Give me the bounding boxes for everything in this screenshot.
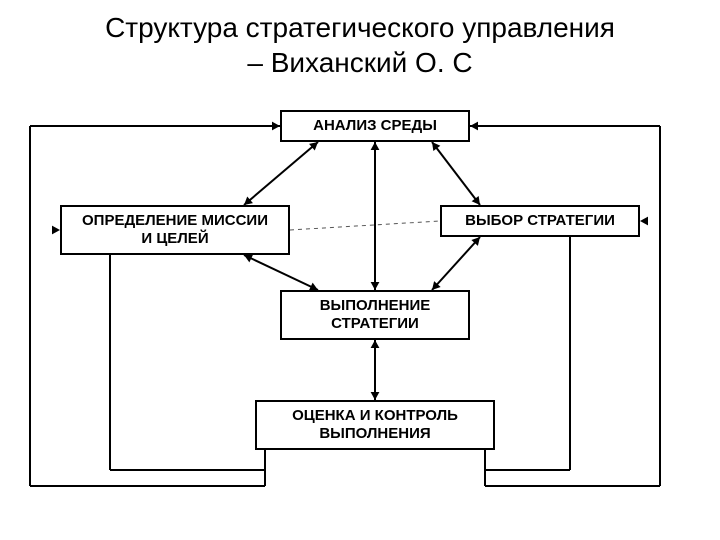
diagram-edges	[0, 0, 720, 540]
node-analysis: АНАЛИЗ СРЕДЫ	[280, 110, 470, 142]
node-control: ОЦЕНКА И КОНТРОЛЬВЫПОЛНЕНИЯ	[255, 400, 495, 450]
title-line1: Структура стратегического управления	[105, 12, 615, 43]
node-mission: ОПРЕДЕЛЕНИЕ МИССИИИ ЦЕЛЕЙ	[60, 205, 290, 255]
page-title: Структура стратегического управления – В…	[0, 10, 720, 80]
page: Структура стратегического управления – В…	[0, 0, 720, 540]
node-execute: ВЫПОЛНЕНИЕСТРАТЕГИИ	[280, 290, 470, 340]
node-choice: ВЫБОР СТРАТЕГИИ	[440, 205, 640, 237]
title-line2: – Виханский О. С	[247, 47, 472, 78]
